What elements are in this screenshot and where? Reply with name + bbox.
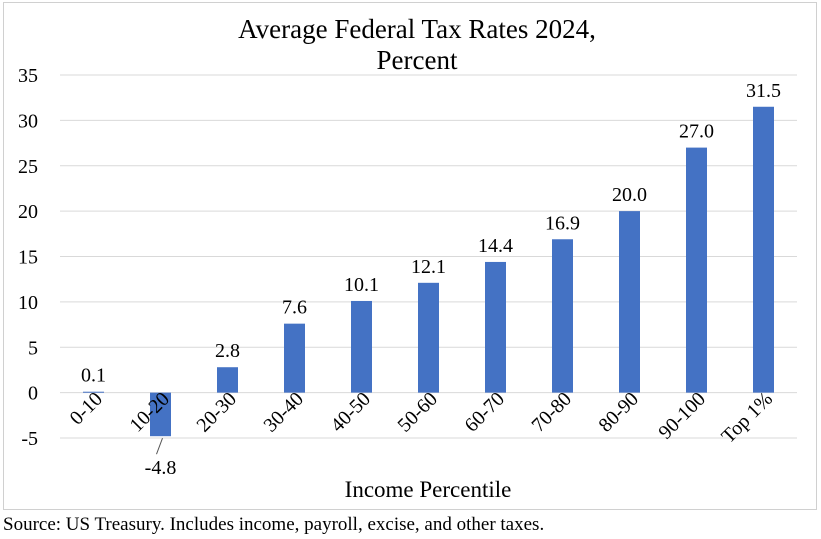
x-tick-label: 40-50: [326, 388, 375, 437]
x-tick-label: 90-100: [654, 388, 710, 444]
y-tick-label: 35: [18, 65, 38, 87]
data-label: 20.0: [612, 184, 647, 206]
y-tick-label: 0: [28, 383, 38, 405]
data-label: 12.1: [411, 256, 446, 278]
x-axis-ticks: 0-10 10-20 20-30 30-40 40-50 50-60 60-70 70-80 8…: [66, 388, 777, 448]
y-tick-label: 5: [28, 337, 38, 359]
chart-subtitle: Percent: [377, 45, 458, 75]
x-tick-label: 50-60: [393, 388, 442, 437]
bar: [619, 211, 640, 393]
data-label: 14.4: [478, 235, 513, 257]
x-tick-label: 20-30: [192, 388, 241, 437]
data-label: 2.8: [215, 340, 240, 362]
bar: [284, 323, 305, 393]
bar: [217, 367, 238, 393]
bar: [485, 261, 506, 393]
y-tick-label: 10: [18, 292, 38, 314]
x-tick-label: 0-10: [66, 388, 107, 429]
data-label: 27.0: [679, 121, 714, 143]
y-tick-label: -5: [21, 428, 38, 450]
bar: [552, 239, 573, 393]
data-label: 31.5: [746, 80, 781, 102]
source-note: Source: US Treasury. Includes income, pa…: [3, 514, 545, 535]
bar: [753, 106, 774, 393]
x-tick-label: 70-80: [527, 388, 576, 437]
bar: [351, 300, 372, 393]
data-labels: 0.1 -4.8 2.8 7.6 10.1 12.1 14.4 16.9 20.0 27.0 31.…: [81, 80, 781, 479]
x-axis-label: Income Percentile: [345, 477, 512, 502]
y-tick-label: 20: [18, 201, 38, 223]
data-label: -4.8: [145, 457, 177, 479]
bar: [418, 282, 439, 393]
data-label: 16.9: [545, 212, 580, 234]
data-label: 7.6: [282, 297, 307, 319]
bar: [686, 147, 707, 393]
chart-title: Average Federal Tax Rates 2024,: [238, 14, 596, 44]
x-tick-label: 60-70: [460, 388, 509, 437]
data-label: 0.1: [81, 365, 106, 387]
label-leader-line: [156, 438, 163, 455]
y-tick-label: 30: [18, 110, 38, 132]
bars: [83, 106, 774, 437]
x-tick-label: Top 1%: [717, 388, 777, 448]
y-tick-label: 15: [18, 247, 38, 269]
x-tick-label: 80-90: [594, 388, 643, 437]
x-tick-label: 30-40: [259, 388, 308, 437]
bar: [83, 391, 104, 393]
bar: [150, 392, 171, 437]
data-label: 10.1: [344, 274, 379, 296]
y-axis-ticks: 35 30 25 20 15 10 5 0 -5: [18, 65, 38, 450]
y-tick-label: 25: [18, 156, 38, 178]
